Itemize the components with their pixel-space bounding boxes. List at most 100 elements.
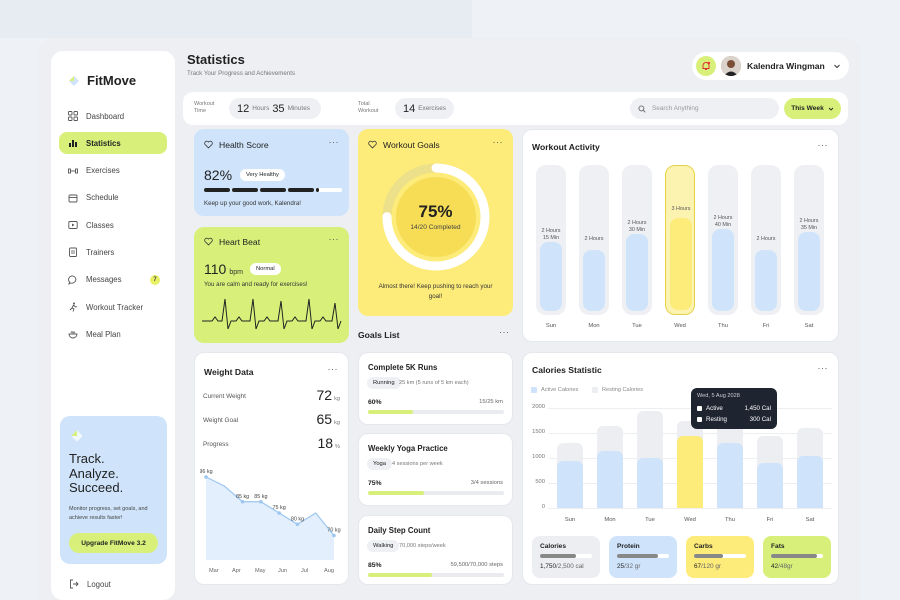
activity-column[interactable]: 2 Hours: [579, 165, 609, 315]
activity-column[interactable]: 2 Hours 30 Min: [622, 165, 652, 315]
weight-point[interactable]: [277, 511, 281, 515]
sidebar-item-label: Exercises: [86, 166, 120, 176]
goal-sub: 14/20 Completed: [410, 224, 461, 231]
health-segment-fill: [316, 188, 319, 192]
more-menu-icon[interactable]: ···: [492, 137, 503, 147]
sidebar-item-schedule[interactable]: Schedule: [59, 187, 167, 209]
sidebar-item-dashboard[interactable]: Dashboard: [59, 105, 167, 127]
activity-column[interactable]: 2 Hours: [751, 165, 781, 315]
logout-button[interactable]: Logout: [69, 579, 111, 589]
calories-day: Sat: [805, 517, 815, 523]
tooltip-row-active: Active 1,450 Cal: [697, 405, 771, 412]
macro-value-number: 25: [617, 563, 625, 570]
calories-day: Tue: [645, 517, 655, 523]
macro-name: Carbs: [694, 543, 713, 550]
weight-point[interactable]: [295, 522, 300, 527]
legend-swatch: [592, 387, 598, 393]
calories-active-bar[interactable]: [557, 460, 583, 508]
sidebar-item-workout-tracker[interactable]: Workout Tracker: [59, 296, 167, 318]
macro-card[interactable]: Carbs 67/120 gr: [686, 536, 754, 578]
more-menu-icon[interactable]: ···: [817, 363, 828, 373]
sidebar-item-classes[interactable]: Classes: [59, 214, 167, 236]
page-title: Statistics: [187, 52, 245, 67]
macro-card[interactable]: Protein 25/32 gr: [609, 536, 677, 578]
activity-day: Mon: [588, 323, 600, 329]
activity-column[interactable]: 2 Hours 15 Min: [536, 165, 566, 315]
user-profile[interactable]: Kalendra Wingman: [692, 52, 849, 80]
tooltip-swatch: [697, 406, 702, 411]
more-menu-icon[interactable]: ···: [499, 327, 510, 337]
activity-column[interactable]: 3 Hours: [665, 165, 695, 315]
goal-item[interactable]: Daily Step Count Walking 70,000 steps/week…: [358, 515, 513, 585]
legend-label: Resting Calories: [602, 387, 644, 393]
weight-point[interactable]: [332, 533, 336, 538]
app-logo[interactable]: FitMove: [67, 73, 136, 88]
weight-point[interactable]: [240, 499, 245, 504]
grid-icon: [68, 111, 78, 121]
promo-title-line: Analyze.: [69, 465, 119, 481]
activity-label-line: 15 Min: [542, 235, 560, 241]
sidebar-item-exercises[interactable]: Exercises: [59, 160, 167, 182]
chevron-down-icon: [828, 107, 834, 111]
calories-axis-label: 1000: [532, 454, 545, 460]
goal-item-track: [368, 573, 504, 577]
goal-item-tag: Yoga: [367, 458, 393, 470]
macro-card[interactable]: Calories 1,750/2,500 cal: [532, 536, 600, 578]
play-icon: [68, 221, 78, 230]
notification-button[interactable]: [696, 56, 716, 76]
total-workout-label: Total Workout: [358, 101, 378, 115]
health-segment: [288, 188, 314, 192]
calories-active-bar[interactable]: [637, 458, 663, 508]
upgrade-button[interactable]: Upgrade FitMove 3.2: [69, 533, 158, 553]
macro-fill: [771, 554, 817, 558]
heart-icon: [204, 140, 213, 149]
sidebar-item-meal-plan[interactable]: Meal Plan: [59, 323, 167, 345]
exercises-unit: Exercises: [418, 105, 446, 112]
calories-active-bar[interactable]: [797, 455, 823, 508]
weight-area: [206, 477, 334, 560]
activity-label-line: 40 Min: [714, 222, 732, 228]
weight-month: Aug: [324, 568, 334, 574]
calories-active-bar[interactable]: [597, 450, 623, 508]
sidebar-item-trainers[interactable]: Trainers: [59, 241, 167, 263]
chevron-down-icon[interactable]: [833, 62, 841, 70]
goal-item[interactable]: Weekly Yoga Practice Yoga 4 sessions per w…: [358, 433, 513, 506]
activity-column[interactable]: 2 Hours 35 Min: [794, 165, 824, 315]
weight-goal-label: Weight Goal: [203, 417, 239, 424]
health-segment-fill: [232, 188, 258, 192]
macro-name: Calories: [540, 543, 567, 550]
weight-point[interactable]: [259, 499, 263, 504]
search-input[interactable]: Search Anything: [630, 98, 779, 119]
more-menu-icon[interactable]: ···: [328, 234, 339, 244]
weight-line: [205, 476, 335, 536]
goal-item-track: [368, 491, 504, 495]
period-dropdown[interactable]: This Week: [784, 98, 841, 119]
goal-item[interactable]: Complete 5K Runs Running 25 km (5 runs of …: [358, 352, 513, 425]
weight-point-label: 75 kg: [273, 505, 286, 511]
weight-point[interactable]: [204, 475, 208, 479]
sidebar-item-statistics[interactable]: Statistics: [59, 132, 167, 155]
sidebar-item-messages[interactable]: Messages 7: [59, 269, 167, 291]
more-menu-icon[interactable]: ···: [327, 364, 338, 374]
macro-card[interactable]: Fats 42/48gr: [763, 536, 831, 578]
more-menu-icon[interactable]: ···: [817, 140, 828, 150]
macro-value: 67/120 gr: [694, 563, 721, 570]
avatar[interactable]: [721, 56, 741, 76]
clipboard-icon: [69, 248, 77, 258]
calories-active-bar[interactable]: [717, 443, 743, 508]
total-workout-label-line: Workout: [358, 108, 379, 114]
more-menu-icon[interactable]: ···: [328, 137, 339, 147]
total-workout-pill: 14 Exercises: [395, 98, 454, 119]
weight-progress: 18%: [300, 435, 340, 453]
meal-icon: [68, 331, 78, 339]
calories-active-bar[interactable]: [757, 463, 783, 508]
activity-column[interactable]: 2 Hours 40 Min: [708, 165, 738, 315]
calories-axis-label: 2000: [532, 404, 545, 410]
macro-value-number: 42: [771, 563, 779, 570]
activity-label-line: 2 Hours: [541, 228, 561, 234]
calories-active-bar[interactable]: [677, 435, 703, 508]
minutes-unit: Minutes: [287, 105, 310, 112]
ecg-line: [202, 298, 342, 330]
macro-fill: [694, 554, 724, 558]
calories-day: Wed: [684, 517, 696, 523]
